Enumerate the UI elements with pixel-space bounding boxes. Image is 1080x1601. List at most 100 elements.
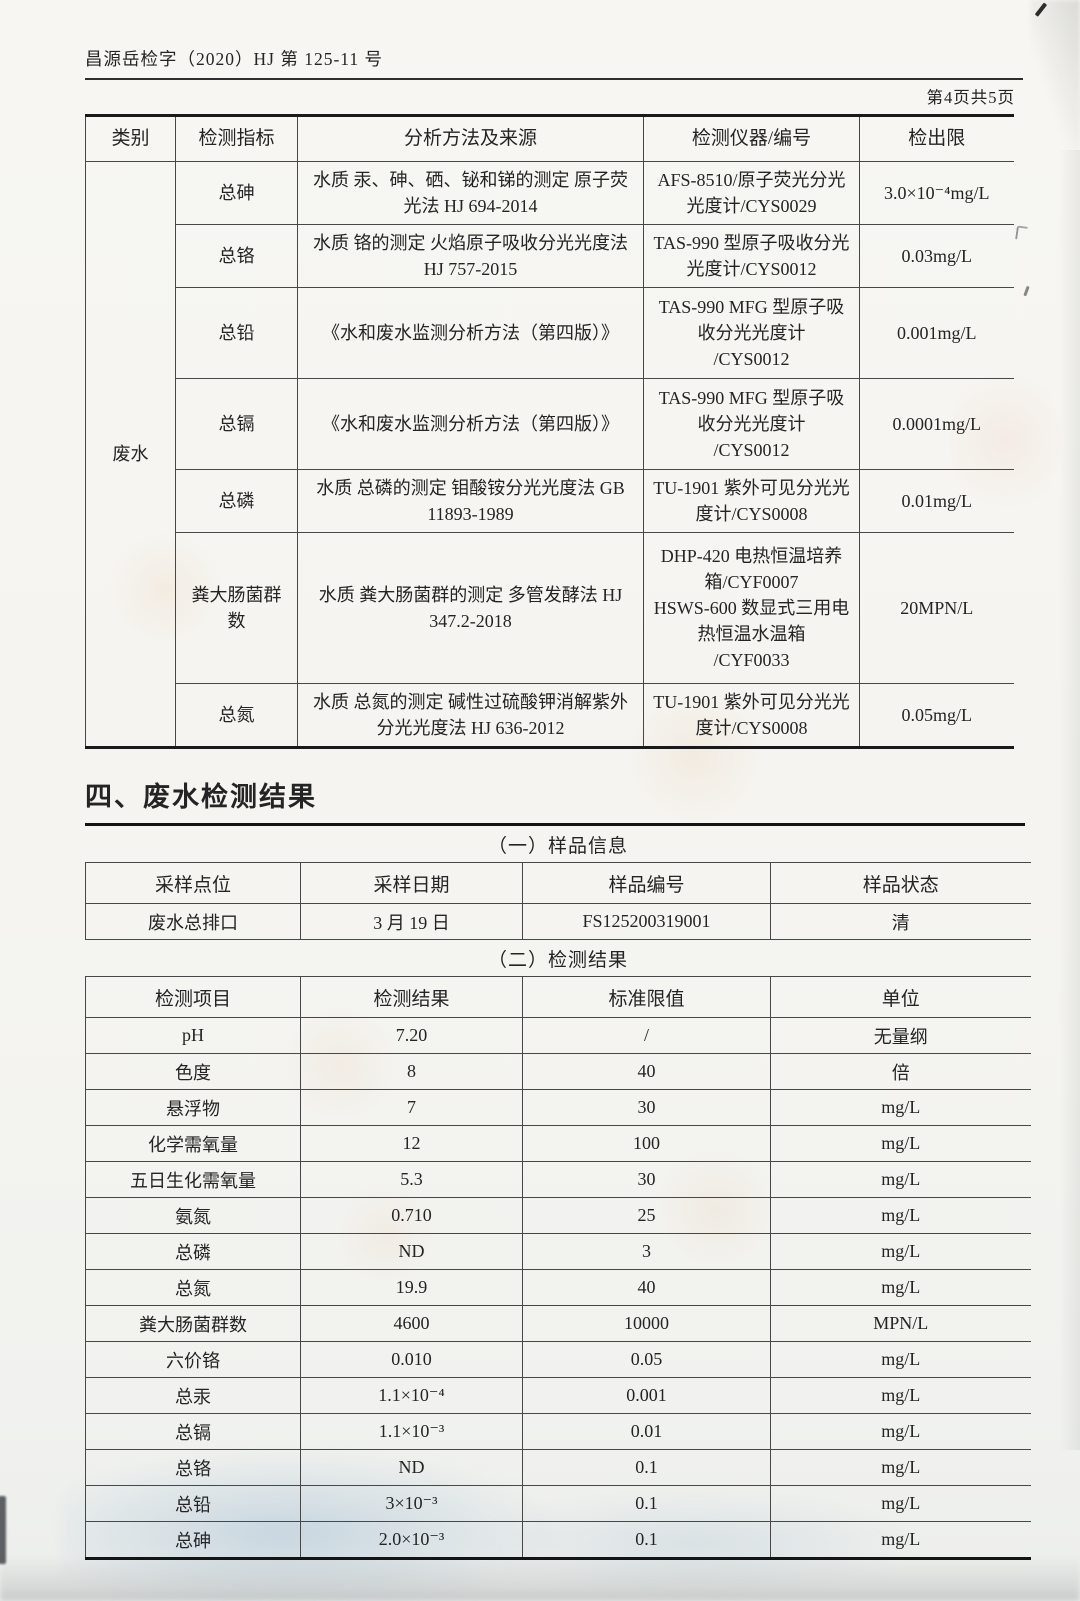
instrument-line: /CYS0012 [713,349,790,369]
result-row: 粪大肠菌群数 4600 10000 MPN/L [85,1305,1031,1342]
item-cell: 总汞 [85,1377,301,1414]
sample-info-caption: （一）样品信息 [488,835,629,857]
result-cell: 2.0×10⁻³ [300,1521,523,1559]
limit-cell: 0.1 [522,1449,771,1486]
result-cell: ND [300,1233,523,1270]
col-header-sampling-date: 采样日期 [300,862,523,904]
col-header-sampling-point: 采样点位 [85,862,301,904]
results-caption-row: （二）检测结果 [86,940,1031,977]
unit-cell: mg/L [769,1341,1031,1378]
result-cell: 5.3 [300,1161,523,1198]
instrument-cell: TAS-990 型原子吸收分光光度计/CYS0012 [643,224,860,288]
result-row: 总铬 ND 0.1 mg/L [85,1449,1031,1486]
instrument-line: TAS-990 型原子吸收分光光度计/CYS0012 [653,233,850,279]
item-cell: 粪大肠菌群数 [85,1305,301,1342]
method-row: 总镉 《水和废水监测分析方法（第四版）》 TAS-990 MFG 型原子吸收分光… [86,378,1014,470]
unit-cell: 无量纲 [769,1017,1031,1054]
result-cell: ND [300,1449,523,1486]
limit-cell: 0.03mg/L [859,224,1014,288]
col-header-category: 类别 [85,115,176,162]
result-cell: 3×10⁻³ [300,1485,523,1522]
method-row: 粪大肠菌群数 水质 粪大肠菌群的测定 多管发酵法 HJ 347.2-2018 D… [86,532,1014,684]
instrument-cell: TAS-990 MFG 型原子吸收分光光度计 /CYS0012 [643,378,860,470]
method-row: 总磷 水质 总磷的测定 钼酸铵分光光度法 GB 11893-1989 TU-19… [86,469,1014,533]
limit-cell: 0.001 [522,1377,771,1414]
instrument-line: HSWS-600 数显式三用电热恒温水温箱 [653,598,850,644]
limit-cell: 100 [522,1125,771,1162]
item-cell: 六价铬 [85,1341,301,1378]
result-cell: 0.710 [300,1197,523,1234]
result-cell: 8 [300,1053,523,1090]
result-row: 总镉 1.1×10⁻³ 0.01 mg/L [85,1413,1031,1450]
result-cell: 7.20 [300,1017,523,1054]
method-row: 废水 总砷 水质 汞、砷、硒、铋和锑的测定 原子荧光法 HJ 694-2014 … [85,161,1014,748]
item-cell: 色度 [85,1053,301,1090]
item-cell: 总铬 [85,1449,301,1486]
instrument-cell: AFS-8510/原子荧光分光光度计/CYS0029 [643,161,860,225]
result-cell: 19.9 [300,1269,523,1306]
col-header-limit: 检出限 [859,115,1014,162]
category-cell: 废水 [85,161,176,748]
sample-code-cell: FS125200319001 [522,903,771,940]
item-cell: pH [85,1017,301,1054]
sample-info-caption-row: （一）样品信息 [86,826,1031,863]
section-title: 四、废水检测结果 [85,775,1025,826]
col-header-sample-code: 样品编号 [522,862,771,904]
header-rule [85,78,1023,80]
scan-corner-shade [1030,0,1080,150]
method-cell: 水质 汞、砷、硒、铋和锑的测定 原子荧光法 HJ 694-2014 [297,161,644,225]
sample-info-header-row: 采样点位 采样日期 样品编号 样品状态 [85,862,1031,904]
limit-cell: 0.01 [522,1413,771,1450]
item-cell: 总砷 [85,1521,301,1559]
instrument-line: DHP-420 电热恒温培养箱/CYF0007 [660,546,843,592]
method-cell: 水质 总磷的测定 钼酸铵分光光度法 GB 11893-1989 [297,469,644,533]
indicator-cell: 粪大肠菌群数 [175,532,298,684]
unit-cell: mg/L [769,1161,1031,1198]
method-cell: 水质 总氮的测定 碱性过硫酸钾消解紫外分光光度法 HJ 636-2012 [297,683,644,748]
result-cell: 1.1×10⁻³ [300,1413,523,1450]
sampling-point-cell: 废水总排口 [85,903,301,940]
item-cell: 总氮 [85,1269,301,1306]
unit-cell: mg/L [769,1413,1031,1450]
unit-cell: mg/L [769,1377,1031,1414]
limit-cell: 0.01mg/L [859,469,1014,533]
instrument-line: TAS-990 MFG 型原子吸收分光光度计 [658,297,845,343]
result-row: 悬浮物 7 30 mg/L [85,1089,1031,1126]
limit-cell: 20MPN/L [859,532,1014,684]
unit-cell: mg/L [769,1089,1031,1126]
indicator-cell: 总镉 [175,378,298,470]
limit-cell: 0.05mg/L [859,683,1014,748]
result-row: 化学需氧量 12 100 mg/L [85,1125,1031,1162]
result-cell: 12 [300,1125,523,1162]
results-caption: （二）检测结果 [488,949,629,971]
limit-cell: 3 [522,1233,771,1270]
item-cell: 总镉 [85,1413,301,1450]
col-header-indicator: 检测指标 [175,115,298,162]
result-cell: 4600 [300,1305,523,1342]
unit-cell: mg/L [769,1233,1031,1270]
method-row: 总铬 水质 铬的测定 火焰原子吸收分光光度法 HJ 757-2015 TAS-9… [86,224,1014,288]
limit-cell: 30 [522,1089,771,1126]
result-row: 总铅 3×10⁻³ 0.1 mg/L [85,1485,1031,1522]
result-row: 总磷 ND 3 mg/L [85,1233,1031,1270]
instrument-line: TAS-990 MFG 型原子吸收分光光度计 [658,388,845,434]
result-row: 总汞 1.1×10⁻⁴ 0.001 mg/L [85,1377,1031,1414]
instrument-cell: DHP-420 电热恒温培养箱/CYF0007 HSWS-600 数显式三用电热… [643,532,860,684]
method-cell: 《水和废水监测分析方法（第四版）》 [297,287,644,379]
item-cell: 悬浮物 [85,1089,301,1126]
indicator-cell: 总氮 [175,683,298,748]
instrument-line: TU-1901 紫外可见分光光度计/CYS0008 [653,478,850,524]
result-cell: 0.010 [300,1341,523,1378]
result-row: 五日生化需氧量 5.3 30 mg/L [85,1161,1031,1198]
result-row: 六价铬 0.010 0.05 mg/L [85,1341,1031,1378]
instrument-cell: TU-1901 紫外可见分光光度计/CYS0008 [643,469,860,533]
item-cell: 五日生化需氧量 [85,1161,301,1198]
results-table: （一）样品信息 采样点位 采样日期 样品编号 样品状态 废水总排口 3 月 19… [85,826,1031,1560]
unit-cell: mg/L [769,1197,1031,1234]
result-row: 色度 8 40 倍 [85,1053,1031,1090]
limit-cell: / [522,1017,771,1054]
document-number: 昌源岳检字（2020）HJ 第 125-11 号 [85,49,384,69]
item-cell: 总磷 [85,1233,301,1270]
result-row: pH 7.20/无量纲 [85,1017,1031,1054]
